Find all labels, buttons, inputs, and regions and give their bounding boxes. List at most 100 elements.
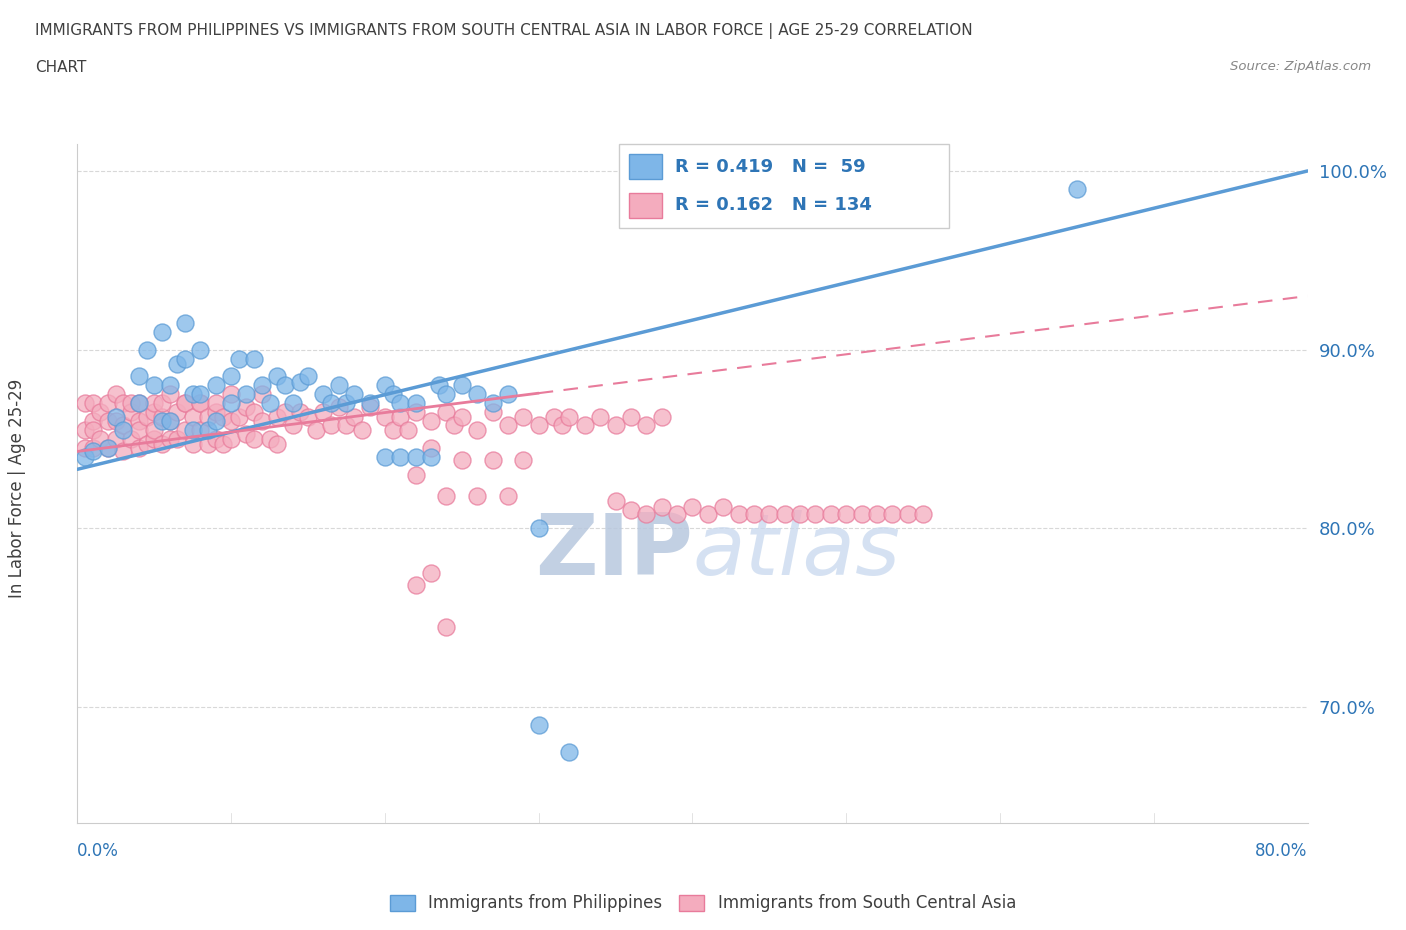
Point [558,410,581,425]
Point [174,422,197,437]
Point [150,396,173,411]
Text: 0.0%: 0.0% [77,842,120,860]
Point [174,352,197,366]
Point [212,437,235,452]
Point [897,507,920,522]
Point [181,410,204,425]
Point [243,405,266,419]
Point [496,387,519,402]
Point [328,399,350,414]
Point [250,414,273,429]
Point [235,387,257,402]
Point [250,387,273,402]
Point [682,499,704,514]
Point [266,369,288,384]
Point [866,507,889,522]
Point [204,396,226,411]
Point [651,410,673,425]
Point [204,414,226,429]
Point [197,410,219,425]
Point [143,378,166,392]
Text: In Labor Force | Age 25-29: In Labor Force | Age 25-29 [8,379,25,598]
Point [135,437,157,452]
Point [143,405,166,419]
Point [259,432,281,446]
Point [204,432,226,446]
Point [159,432,181,446]
Point [159,378,181,392]
Point [420,414,443,429]
Point [527,717,550,732]
Point [181,422,204,437]
Point [204,405,226,419]
Point [73,396,96,411]
Point [150,437,173,452]
Point [651,499,673,514]
Point [605,418,627,432]
Point [436,387,458,402]
Point [405,578,427,593]
Point [188,342,212,357]
Point [319,396,342,411]
Point [527,418,550,432]
Point [135,342,157,357]
Point [912,507,935,522]
Point [281,418,304,432]
Point [150,414,173,429]
Point [82,444,104,458]
Point [82,422,104,437]
Point [212,410,235,425]
Point [120,432,142,446]
Point [335,396,357,411]
Point [496,418,519,432]
Point [188,422,212,437]
Point [112,444,135,458]
Point [381,387,404,402]
Point [465,488,488,503]
Point [436,405,458,419]
Point [150,325,173,339]
Point [312,387,335,402]
Point [73,441,96,456]
Text: CHART: CHART [35,60,87,75]
Point [350,422,373,437]
Point [128,422,150,437]
Text: R = 0.162   N = 134: R = 0.162 N = 134 [675,196,872,214]
Point [143,432,166,446]
Point [274,405,297,419]
Point [290,374,312,389]
Point [481,405,503,419]
Point [181,387,204,402]
Point [1066,181,1088,196]
Point [389,410,412,425]
Point [266,410,288,425]
Point [219,432,242,446]
Legend: Immigrants from Philippines, Immigrants from South Central Asia: Immigrants from Philippines, Immigrants … [389,895,1017,912]
Point [104,432,127,446]
Point [219,387,242,402]
Point [104,414,127,429]
Point [343,387,366,402]
Point [235,399,257,414]
Point [235,426,257,441]
Point [159,414,181,429]
Point [605,494,627,509]
Point [620,503,643,518]
Point [228,410,250,425]
Point [405,467,427,482]
Point [427,378,450,392]
Point [143,396,166,411]
Point [243,432,266,446]
Point [274,378,297,392]
Point [512,410,534,425]
Point [512,453,534,468]
Point [450,453,472,468]
Point [374,378,396,392]
Point [405,396,427,411]
Point [305,422,328,437]
Point [297,369,319,384]
Point [443,418,465,432]
Point [465,422,488,437]
Point [636,507,658,522]
Point [82,441,104,456]
